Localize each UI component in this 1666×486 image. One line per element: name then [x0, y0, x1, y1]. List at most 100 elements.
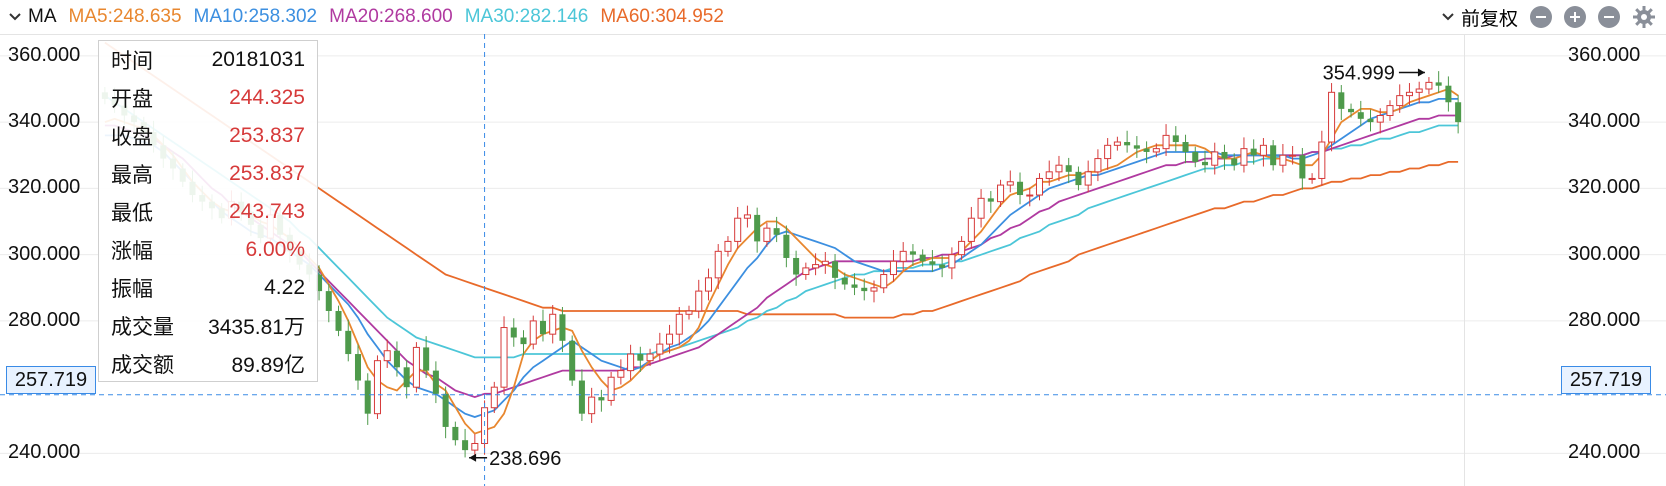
candle-down: [1192, 146, 1199, 168]
candle-body: [1035, 177, 1044, 196]
candle-up: [529, 315, 537, 350]
candle-body: [432, 370, 439, 394]
indicator-toggle[interactable]: MA: [8, 6, 57, 28]
candle-body: [1055, 164, 1063, 173]
candle-body: [403, 367, 410, 388]
minus-icon: [1536, 16, 1546, 18]
candle-up: [1104, 138, 1112, 170]
candle-body: [948, 254, 956, 269]
candle-body: [724, 240, 732, 252]
candle-down: [452, 421, 459, 446]
tooltip-key: 涨幅: [111, 240, 153, 263]
ma-lines: [104, 41, 1459, 435]
candle-body: [1192, 151, 1199, 162]
candle-down: [773, 216, 780, 243]
candle-down: [1348, 103, 1355, 118]
candle-body: [1259, 144, 1267, 156]
candle-body: [316, 274, 323, 292]
candle-up: [383, 339, 391, 368]
candle-up: [704, 268, 713, 301]
candle-up: [373, 355, 381, 419]
candle-up: [743, 205, 751, 228]
adjust-dropdown[interactable]: 前复权: [1441, 4, 1518, 31]
candle-down: [393, 341, 400, 377]
tooltip-row: 成交额 89.89亿: [99, 345, 317, 383]
collapse-panel-button[interactable]: [1598, 6, 1620, 28]
candle-body: [821, 260, 829, 266]
candle-body: [510, 327, 517, 338]
candle-up: [675, 307, 683, 346]
candle-body: [325, 291, 332, 311]
gear-icon: [1633, 6, 1655, 28]
candle-up: [549, 305, 557, 344]
candle-up: [1386, 100, 1394, 121]
candle-up: [666, 324, 674, 354]
candle-body: [452, 426, 459, 441]
candle-up: [481, 400, 489, 455]
candle-body: [685, 310, 693, 315]
candle-body: [929, 261, 936, 265]
candle-up: [763, 222, 771, 247]
candle-body: [1425, 81, 1433, 90]
candle-body: [880, 274, 888, 289]
candle-body: [1045, 171, 1053, 179]
candle-up: [1094, 149, 1102, 182]
low-label: 238.696: [489, 448, 561, 470]
tooltip-value: 89.89亿: [231, 354, 305, 377]
y-tick-label: 340.000: [1568, 110, 1641, 133]
remove-indicator-button[interactable]: [1530, 6, 1552, 28]
candle-body: [1124, 142, 1131, 146]
candle-up: [1259, 138, 1267, 167]
candle-down: [1143, 141, 1150, 164]
tooltip-value: 4.22: [264, 276, 305, 299]
candle-down: [987, 191, 994, 213]
settings-button[interactable]: [1632, 5, 1656, 29]
candle-body: [1328, 91, 1336, 143]
candle-body: [1299, 155, 1306, 179]
candle-body: [958, 240, 966, 256]
candle-up: [997, 179, 1005, 207]
add-indicator-button[interactable]: [1564, 6, 1586, 28]
candle-body: [569, 340, 576, 381]
candle-up: [1035, 173, 1044, 201]
tooltip-key: 最高: [111, 164, 153, 187]
candle-body: [423, 347, 430, 371]
tooltip-value: 20181031: [211, 48, 305, 71]
tooltip-value: 6.00%: [245, 238, 305, 261]
plus-icon: [1570, 12, 1580, 22]
candle-down: [1075, 166, 1082, 191]
candle-down: [335, 305, 342, 337]
candle-body: [1172, 135, 1179, 143]
candle-body: [1289, 154, 1297, 157]
candle-body: [1104, 144, 1112, 160]
data-tooltip: 时间 20181031 开盘 244.325 收盘 253.837 最高 253.837 最低 2…: [98, 40, 318, 382]
candle-body: [695, 290, 703, 312]
candle-up: [967, 206, 975, 249]
candle-down: [754, 207, 761, 253]
candle-down: [1172, 126, 1179, 152]
candle-up: [802, 262, 810, 280]
candle-down: [1201, 150, 1209, 173]
candle-body: [1348, 108, 1355, 113]
crosshair-price-left: 257.719: [6, 366, 96, 394]
candle-body: [1017, 181, 1024, 196]
candle-down: [1357, 100, 1364, 127]
candle-body: [1270, 145, 1277, 166]
candle-down: [364, 373, 371, 425]
candle-body: [1386, 105, 1394, 117]
candle-body: [549, 313, 557, 335]
candle-body: [383, 350, 391, 362]
candle-body: [559, 314, 566, 341]
tooltip-value: 253.837: [229, 162, 305, 185]
candle-down: [1367, 109, 1374, 132]
tooltip-value: 243.743: [229, 200, 305, 223]
candle-down: [325, 283, 332, 323]
candle-body: [637, 354, 644, 361]
candle-up: [607, 371, 615, 406]
tooltip-key: 时间: [111, 50, 153, 73]
ma-legend-item: MA30:282.146: [464, 6, 589, 27]
candle-down: [598, 389, 605, 412]
y-tick-label: 240.000: [8, 441, 81, 464]
candle-body: [646, 353, 654, 362]
